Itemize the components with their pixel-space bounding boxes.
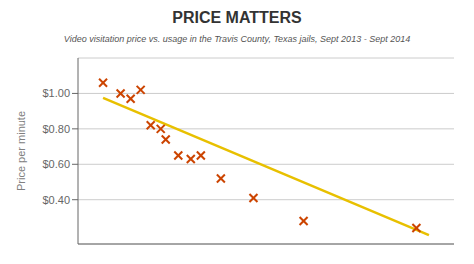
svg-text:$1.00: $1.00 xyxy=(42,87,70,99)
svg-text:Price per minute: Price per minute xyxy=(15,111,27,191)
svg-text:$0.40: $0.40 xyxy=(42,194,70,206)
svg-text:$0.60: $0.60 xyxy=(42,158,70,170)
svg-text:$0.80: $0.80 xyxy=(42,123,70,135)
html-text:PRICE MATTERS: PRICE MATTERS xyxy=(172,9,302,26)
html-text:Video visitation price vs. usa: Video visitation price vs. usage in the … xyxy=(63,34,411,44)
